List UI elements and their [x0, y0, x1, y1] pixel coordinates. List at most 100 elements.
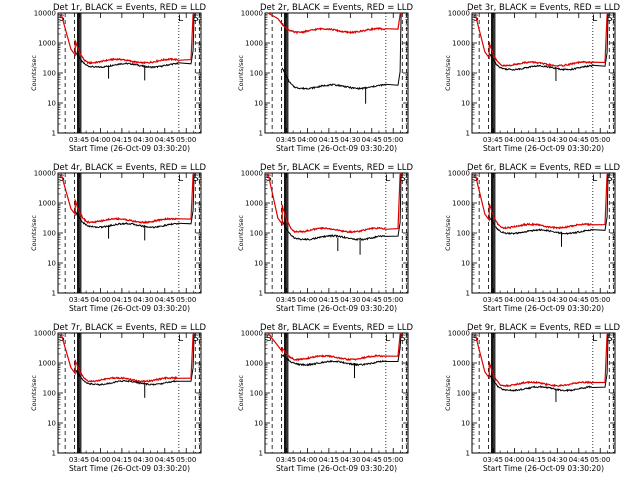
- series-line-events: [74, 12, 195, 69]
- y-axis-label: Counts/sec: [444, 215, 452, 251]
- corner-label-left: S: [59, 334, 65, 344]
- y-tick-label: 10: [47, 260, 56, 268]
- y-axis-label: Counts/sec: [30, 215, 38, 251]
- corner-label-mid: L: [592, 174, 597, 184]
- panel-4: Det 4r, BLACK = Events, RED = LLD 1 10 100 1…: [30, 163, 207, 313]
- series-line-lld: [267, 12, 402, 35]
- x-tick-label: 03:45: [69, 296, 89, 304]
- x-tick-label: 04:45: [569, 136, 589, 144]
- x-tick-label: 03:45: [276, 456, 296, 464]
- series-line-events: [74, 172, 195, 229]
- x-axis-label: Start Time (26-Oct-09 03:30:20): [69, 464, 190, 473]
- y-tick-label: 1000: [245, 200, 263, 208]
- x-tick-label: 04:15: [319, 456, 339, 464]
- series-line-lld: [267, 172, 402, 234]
- y-tick-label: 10: [47, 420, 56, 428]
- panel-title: Det 3r, BLACK = Events, RED = LLD: [467, 3, 621, 13]
- y-tick-label: 1000: [38, 40, 56, 48]
- y-tick-label: 1000: [245, 40, 263, 48]
- panel-5: Det 5r, BLACK = Events, RED = LLD 1 10 100 1…: [237, 163, 414, 313]
- y-tick-label: 1: [259, 130, 263, 138]
- corner-label-mid: L: [178, 14, 183, 24]
- corner-label-mid: L: [178, 334, 183, 344]
- y-axis-label: Counts/sec: [444, 375, 452, 411]
- x-tick-label: 04:00: [297, 456, 317, 464]
- corner-label-right: S: [400, 334, 406, 344]
- x-tick-label: 04:45: [362, 296, 382, 304]
- y-tick-label: 10000: [448, 170, 470, 178]
- y-tick-label: 100: [250, 230, 263, 238]
- y-axis-label: Counts/sec: [444, 55, 452, 91]
- x-axis-label: Start Time (26-Oct-09 03:30:20): [69, 304, 190, 313]
- x-tick-label: 05:00: [383, 296, 403, 304]
- x-tick-label: 03:45: [483, 456, 503, 464]
- x-axis-label: Start Time (26-Oct-09 03:30:20): [276, 464, 397, 473]
- y-tick-label: 10000: [241, 330, 263, 338]
- series-line-events: [488, 332, 609, 393]
- y-tick-label: 100: [457, 70, 470, 78]
- y-tick-label: 1: [466, 290, 470, 298]
- y-tick-label: 10000: [241, 170, 263, 178]
- y-axis-label: Counts/sec: [30, 55, 38, 91]
- x-tick-label: 03:45: [276, 136, 296, 144]
- x-tick-label: 05:00: [176, 136, 196, 144]
- x-tick-label: 04:00: [297, 136, 317, 144]
- x-tick-label: 03:45: [483, 296, 503, 304]
- x-tick-label: 03:45: [69, 456, 89, 464]
- x-tick-label: 05:00: [590, 136, 610, 144]
- y-tick-label: 10: [461, 420, 470, 428]
- x-tick-label: 04:45: [155, 136, 175, 144]
- series-line-events: [74, 332, 195, 386]
- panel-title: Det 1r, BLACK = Events, RED = LLD: [53, 3, 207, 13]
- x-tick-label: 04:15: [112, 456, 132, 464]
- y-tick-label: 10: [254, 420, 263, 428]
- y-tick-label: 1: [466, 450, 470, 458]
- panel-6: Det 6r, BLACK = Events, RED = LLD 1 10 100 1…: [444, 163, 621, 313]
- series-line-lld: [474, 332, 609, 388]
- panel-2: Det 2r, BLACK = Events, RED = LLD 1 10 100 1…: [237, 3, 414, 153]
- y-tick-label: 10000: [241, 10, 263, 18]
- x-tick-label: 03:45: [276, 296, 296, 304]
- y-tick-label: 100: [250, 70, 263, 78]
- y-tick-label: 100: [457, 390, 470, 398]
- y-axis-label: Counts/sec: [30, 375, 38, 411]
- y-tick-label: 1000: [452, 360, 470, 368]
- corner-label-right: S: [607, 334, 613, 344]
- panel-9: Det 9r, BLACK = Events, RED = LLD 1 10 100 1…: [444, 323, 621, 473]
- y-tick-label: 10: [461, 100, 470, 108]
- x-axis-label: Start Time (26-Oct-09 03:30:20): [483, 144, 604, 153]
- series-line-events: [488, 12, 609, 72]
- series-line-events: [281, 332, 402, 367]
- corner-label-right: S: [607, 174, 613, 184]
- x-tick-label: 05:00: [590, 456, 610, 464]
- x-tick-label: 04:15: [112, 136, 132, 144]
- x-axis-label: Start Time (26-Oct-09 03:30:20): [483, 304, 604, 313]
- y-tick-label: 10000: [34, 170, 56, 178]
- y-tick-label: 1000: [38, 360, 56, 368]
- y-tick-label: 10000: [34, 330, 56, 338]
- series-line-events: [488, 172, 609, 236]
- x-tick-label: 04:30: [133, 296, 153, 304]
- series-line-events: [281, 172, 402, 242]
- y-tick-label: 1: [259, 290, 263, 298]
- y-tick-label: 10: [461, 260, 470, 268]
- x-tick-label: 04:30: [340, 136, 360, 144]
- x-axis-label: Start Time (26-Oct-09 03:30:20): [276, 304, 397, 313]
- series-line-lld: [267, 332, 402, 362]
- y-axis-label: Counts/sec: [237, 375, 245, 411]
- y-tick-label: 1000: [452, 40, 470, 48]
- y-tick-label: 1: [466, 130, 470, 138]
- y-tick-label: 10: [254, 100, 263, 108]
- x-tick-label: 05:00: [590, 296, 610, 304]
- y-tick-label: 100: [43, 70, 56, 78]
- x-tick-label: 04:45: [569, 456, 589, 464]
- series-line-lld: [474, 12, 609, 68]
- x-tick-label: 04:30: [547, 296, 567, 304]
- x-tick-label: 05:00: [176, 296, 196, 304]
- panel-3: Det 3r, BLACK = Events, RED = LLD 1 10 100 1…: [444, 3, 621, 153]
- x-tick-label: 03:45: [69, 136, 89, 144]
- x-tick-label: 04:45: [569, 296, 589, 304]
- panel-title: Det 8r, BLACK = Events, RED = LLD: [260, 323, 414, 333]
- panel-title: Det 9r, BLACK = Events, RED = LLD: [467, 323, 621, 333]
